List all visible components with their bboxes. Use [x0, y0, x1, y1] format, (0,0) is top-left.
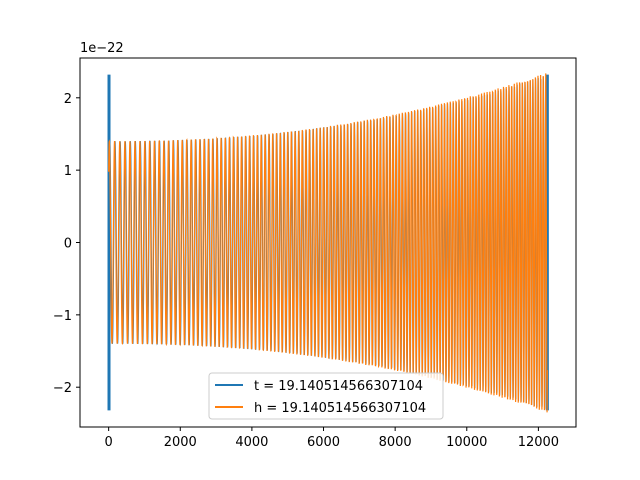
x-tick-label: 2000: [164, 435, 197, 450]
y-tick-label: 0: [64, 237, 72, 252]
y-offset-label: 1e−22: [80, 41, 124, 56]
x-tick-label: 12000: [518, 435, 559, 450]
x-tick-label: 4000: [235, 435, 268, 450]
legend-label-t: t = 19.140514566307104: [254, 379, 423, 394]
y-tick-label: 1: [64, 164, 72, 179]
legend-label-h: h = 19.140514566307104: [254, 401, 426, 416]
legend-box: [208, 372, 444, 420]
series-line-h: [108, 73, 548, 413]
x-tick-label: 8000: [379, 435, 412, 450]
plot-series-group: [107, 73, 549, 413]
x-tick-label: 0: [105, 435, 113, 450]
y-tick-label: −1: [53, 309, 72, 324]
y-axis-ticks: −2 −1 0 1 2: [53, 92, 80, 396]
x-axis-ticks: 0 2000 4000 6000 8000 10000 12000: [105, 427, 559, 450]
x-tick-label: 6000: [307, 435, 340, 450]
y-tick-label: −2: [53, 381, 72, 396]
x-tick-label: 10000: [446, 435, 487, 450]
y-tick-label: 2: [64, 92, 72, 107]
legend: t = 19.140514566307104 h = 19.1405145663…: [208, 372, 444, 420]
